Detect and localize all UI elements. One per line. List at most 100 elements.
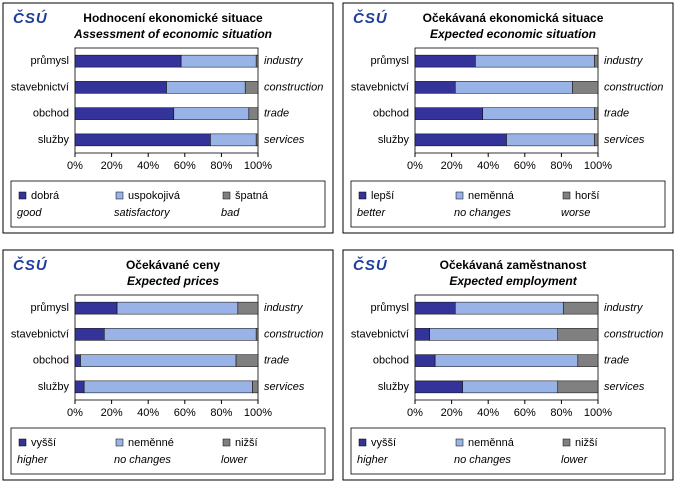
- category-label: průmysl: [30, 55, 69, 67]
- chart-panel: ČSÚ Hodnocení ekonomické situace Assessmen…: [2, 2, 334, 234]
- bar-segment: [173, 107, 250, 120]
- category-label: služby: [38, 134, 70, 146]
- category-label: průmysl: [370, 55, 409, 67]
- bar-segment: [166, 81, 246, 94]
- bar-segment: [252, 380, 259, 394]
- legend-box: [10, 427, 326, 475]
- plot-frame: [74, 47, 259, 154]
- bar-segment: [562, 301, 599, 315]
- legend-label-en: better: [357, 207, 386, 219]
- category-label: služby: [38, 381, 70, 393]
- bar-segment: [414, 81, 456, 94]
- category-label-en: industry: [604, 55, 644, 67]
- bar-segment: [116, 301, 239, 315]
- bar-segment: [80, 354, 237, 367]
- category-label: obchod: [33, 108, 69, 120]
- bar-segment: [434, 354, 579, 367]
- category-label: služby: [378, 381, 410, 393]
- x-tick-label: 20%: [101, 160, 123, 172]
- bar-segment: [594, 107, 599, 120]
- chart-subtitle: Expected employment: [449, 274, 577, 288]
- category-label-en: trade: [264, 108, 289, 120]
- logo: ČSÚ: [353, 256, 388, 274]
- legend-label: nižší: [235, 437, 258, 449]
- legend-swatch: [562, 438, 571, 447]
- bar-segment: [455, 81, 573, 94]
- x-tick-label: 40%: [477, 160, 499, 172]
- category-label-en: industry: [604, 302, 644, 314]
- legend-swatch: [562, 191, 571, 200]
- bar-segment: [74, 354, 81, 367]
- x-tick-label: 0%: [407, 407, 423, 419]
- legend-label-en: higher: [17, 454, 49, 466]
- category-label: obchod: [33, 355, 69, 367]
- chart-subtitle: Expected economic situation: [430, 27, 596, 41]
- legend-swatch: [222, 438, 231, 447]
- bar-segment: [255, 54, 259, 68]
- category-label: obchod: [373, 108, 409, 120]
- bar-segment: [557, 380, 599, 394]
- logo: ČSÚ: [353, 9, 388, 27]
- logo: ČSÚ: [13, 9, 48, 27]
- category-label: stavebnictví: [11, 328, 69, 340]
- bar-segment: [414, 328, 430, 341]
- legend-label-en: bad: [221, 207, 240, 219]
- category-label: průmysl: [30, 302, 69, 314]
- bar-segment: [255, 133, 259, 147]
- category-label: stavebnictví: [351, 328, 409, 340]
- bar-segment: [414, 301, 456, 315]
- x-tick-label: 0%: [407, 160, 423, 172]
- plot-frame: [414, 294, 599, 401]
- legend-swatch: [455, 438, 464, 447]
- x-tick-label: 40%: [477, 407, 499, 419]
- bar-segment: [414, 133, 507, 147]
- legend-label-en: lower: [221, 454, 249, 466]
- plot-frame: [74, 294, 259, 401]
- bar-segment: [429, 328, 558, 341]
- category-label-en: trade: [604, 355, 629, 367]
- chart-panel: ČSÚ Očekávané ceny Expected prices 0% 20% 40%…: [2, 249, 334, 481]
- chart-title: Očekávaná zaměstnanost: [440, 258, 587, 272]
- bar-segment: [74, 328, 105, 341]
- bar-segment: [594, 133, 599, 147]
- x-tick-label: 40%: [137, 160, 159, 172]
- category-label: průmysl: [370, 302, 409, 314]
- legend-label-en: lower: [561, 454, 589, 466]
- x-tick-label: 20%: [441, 407, 463, 419]
- bar-segment: [577, 354, 599, 367]
- legend-label: vyšší: [371, 437, 396, 449]
- legend-label-en: good: [17, 207, 42, 219]
- bar-segment: [104, 328, 257, 341]
- bar-segment: [244, 81, 259, 94]
- bar-segment: [248, 107, 259, 120]
- x-tick-label: 20%: [101, 407, 123, 419]
- category-label-en: industry: [264, 302, 304, 314]
- bar-segment: [74, 81, 167, 94]
- x-tick-label: 20%: [441, 160, 463, 172]
- logo: ČSÚ: [13, 256, 48, 274]
- x-tick-label: 0%: [67, 407, 83, 419]
- bar-segment: [506, 133, 595, 147]
- bar-segment: [74, 133, 211, 147]
- bar-segment: [475, 54, 595, 68]
- legend-label: vyšší: [31, 437, 56, 449]
- legend-label-en: satisfactory: [114, 207, 171, 219]
- category-label-en: trade: [604, 108, 629, 120]
- legend-label-en: no changes: [114, 454, 171, 466]
- x-tick-label: 60%: [514, 407, 536, 419]
- legend-swatch: [115, 191, 124, 200]
- bar-segment: [572, 81, 599, 94]
- bar-segment: [557, 328, 599, 341]
- bar-segment: [74, 301, 118, 315]
- x-tick-label: 80%: [550, 160, 572, 172]
- category-label-en: services: [604, 134, 645, 146]
- category-label-en: construction: [604, 81, 663, 93]
- legend-swatch: [18, 191, 27, 200]
- legend-label: špatná: [235, 190, 269, 202]
- x-tick-label: 0%: [67, 160, 83, 172]
- category-label: služby: [378, 134, 410, 146]
- bar-segment: [74, 54, 182, 68]
- plot-frame: [414, 47, 599, 154]
- chart-title: Hodnocení ekonomické situace: [83, 11, 263, 25]
- legend-swatch: [358, 438, 367, 447]
